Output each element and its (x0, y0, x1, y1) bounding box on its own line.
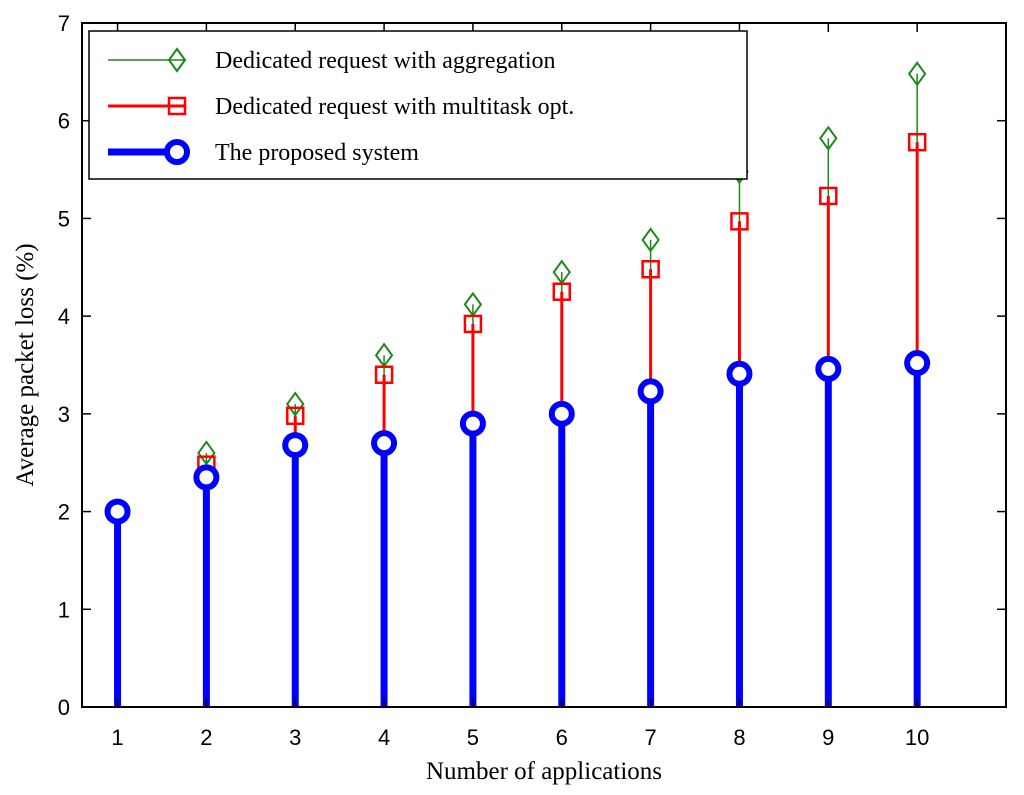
stems-layer (114, 73, 921, 707)
point-circle (815, 355, 842, 382)
y-tick-label: 6 (58, 109, 70, 134)
x-axis-title: Number of applications (426, 758, 662, 785)
legend-entries: Dedicated request with aggregation Dedica… (108, 47, 574, 166)
x-tick-label: 7 (644, 725, 656, 750)
y-tick-label: 2 (58, 500, 70, 525)
x-tick-label: 8 (733, 725, 745, 750)
y-tick-labels: 0 1 2 3 4 5 6 7 (58, 11, 70, 720)
x-tick-label: 2 (200, 725, 212, 750)
legend-box (88, 30, 748, 180)
x-tick-label: 9 (822, 725, 834, 750)
y-tick-label: 1 (58, 597, 70, 622)
y-tick-label: 0 (58, 695, 70, 720)
legend-label: The proposed system (215, 140, 419, 166)
x-tick-label: 1 (111, 725, 123, 750)
point-diamond (819, 125, 838, 152)
ticks-layer (82, 22, 1006, 708)
point-square (374, 365, 394, 385)
legend: Dedicated request with aggregation Dedica… (88, 30, 748, 180)
point-circle (904, 350, 931, 377)
point-diamond (197, 440, 216, 466)
point-circle (371, 430, 398, 457)
point-square (285, 406, 305, 426)
point-diamond (285, 391, 305, 417)
point-diamond (641, 227, 660, 253)
legend-marker-diamond (167, 47, 187, 73)
point-square (730, 212, 749, 231)
point-diamond (907, 61, 927, 87)
x-tick-label: 6 (556, 725, 568, 750)
point-square (819, 186, 838, 206)
point-circle (459, 410, 486, 437)
point-square (463, 314, 483, 334)
y-tick-label: 4 (58, 304, 70, 329)
x-tick-label: 4 (378, 725, 390, 750)
x-tick-label: 5 (467, 725, 479, 750)
point-circle (548, 400, 575, 427)
x-tick-labels: 1 2 3 4 5 6 7 8 9 10 (111, 725, 929, 750)
point-circle (637, 378, 664, 405)
point-square (641, 259, 660, 279)
y-tick-label: 7 (58, 11, 70, 36)
point-circle (282, 432, 309, 459)
y-tick-label: 5 (58, 206, 70, 231)
y-axis-title: Average packet loss (%) (12, 243, 39, 486)
legend-label: Dedicated request with multitask opt. (215, 94, 574, 120)
y-tick-label: 3 (58, 402, 70, 427)
point-circle (193, 464, 220, 491)
x-tick-label: 3 (289, 725, 301, 750)
legend-label: Dedicated request with aggregation (215, 48, 556, 74)
legend-marker-square (167, 96, 187, 116)
point-circle (104, 498, 131, 525)
plot-frame (81, 22, 1007, 708)
legend-marker-circle (164, 139, 190, 165)
point-circle (726, 360, 753, 387)
point-square (552, 282, 572, 301)
point-square (907, 132, 927, 152)
x-tick-label: 10 (905, 725, 929, 750)
